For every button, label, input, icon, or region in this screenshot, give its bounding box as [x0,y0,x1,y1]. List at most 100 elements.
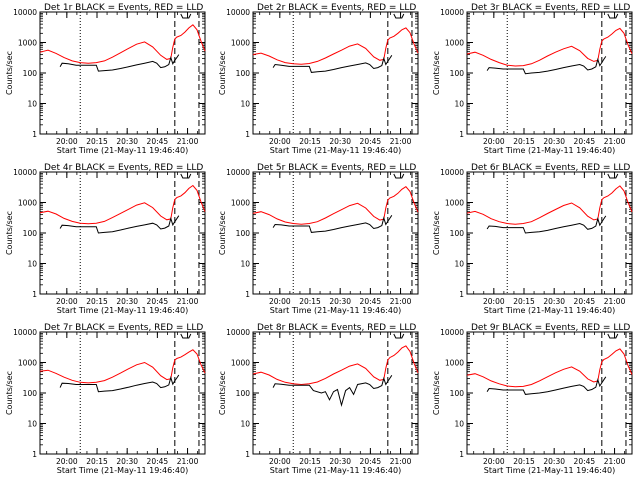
x-tick-label: 21:00 [604,457,626,466]
plot-frame [252,331,419,455]
x-tick-label: 20:30 [116,297,138,306]
x-tick-label: 20:30 [543,297,565,306]
y-tick-label: 100 [450,389,465,398]
y-tick-label: 1000 [18,199,37,208]
y-tick-label: 10 [454,100,464,109]
x-tick-label: 20:15 [86,297,108,306]
x-tick-label: 20:15 [86,137,108,146]
x-tick-label: 21:00 [177,297,199,306]
x-tick-label: 21:00 [177,457,199,466]
panel-title: Det 4r BLACK = Events, RED = LLD [44,163,203,173]
x-axis-label: Start Time (21-May-11 19:46:40) [270,146,401,155]
x-tick-label: 20:00 [56,297,78,306]
y-tick-label: 10 [454,260,464,269]
y-axis-label: Counts/sec [432,371,441,415]
series-line-lld [252,186,419,225]
y-tick-label: 10000 [226,328,250,337]
y-tick-label: 100 [23,389,38,398]
y-tick-label: 100 [23,69,38,78]
y-tick-label: 100 [450,69,465,78]
panel-det-7: Det 7r BLACK = Events, RED = LLD 1 10 100 10… [5,323,206,475]
y-tick-label: 1 [32,130,37,139]
series-line-lld [39,184,206,225]
y-axis-label: Counts/sec [218,51,227,95]
x-tick-label: 21:00 [604,137,626,146]
panel-det-9: Det 9r BLACK = Events, RED = LLD 1 10 100 10… [432,323,633,475]
x-axis-label: Start Time (21-May-11 19:46:40) [270,306,401,315]
x-tick-label: 20:15 [513,297,535,306]
y-axis-label: Counts/sec [5,51,14,95]
series-line-events [486,56,607,75]
x-tick-label: 20:30 [329,297,351,306]
x-tick-label: 20:00 [269,137,291,146]
x-tick-label: 20:30 [543,457,565,466]
series-line-events [59,374,180,393]
y-tick-label: 1 [245,450,250,459]
x-tick-label: 20:45 [574,457,596,466]
panel-det-3: Det 3r BLACK = Events, RED = LLD 1 10 100 10… [432,3,633,155]
panel-title: Det 7r BLACK = Events, RED = LLD [44,323,203,333]
y-tick-label: 10000 [440,8,464,17]
y-tick-label: 10 [240,100,250,109]
y-axis-label: Counts/sec [218,211,227,255]
y-tick-label: 1 [459,130,464,139]
y-tick-label: 1000 [231,39,250,48]
y-tick-label: 1000 [445,199,464,208]
panel-det-4: Det 4r BLACK = Events, RED = LLD 1 10 100 10… [5,163,206,315]
panel-det-1: Det 1r BLACK = Events, RED = LLD 1 10 100 10… [5,3,206,155]
series-line-events [486,376,607,395]
interval-bracket-marker [180,173,192,179]
series-line-lld [252,345,419,386]
x-tick-label: 20:45 [147,297,169,306]
y-tick-label: 10000 [13,168,37,177]
x-tick-label: 20:15 [86,457,108,466]
x-tick-label: 21:00 [390,457,412,466]
x-tick-label: 20:45 [360,457,382,466]
series-line-lld [466,27,633,67]
y-tick-label: 1 [32,290,37,299]
x-tick-label: 20:00 [483,137,505,146]
y-tick-label: 1 [245,130,250,139]
panel-title: Det 9r BLACK = Events, RED = LLD [471,323,630,333]
y-tick-label: 1000 [231,199,250,208]
x-tick-label: 20:15 [299,457,321,466]
x-axis-label: Start Time (21-May-11 19:46:40) [57,146,188,155]
series-line-lld [39,349,206,384]
plot-frame [39,11,206,135]
x-tick-label: 20:45 [147,457,169,466]
x-tick-label: 20:15 [299,137,321,146]
x-tick-label: 21:00 [390,137,412,146]
y-tick-label: 1 [459,450,464,459]
y-tick-label: 100 [23,229,38,238]
y-tick-label: 10 [27,420,37,429]
x-tick-label: 20:00 [56,457,78,466]
x-tick-label: 20:00 [56,137,78,146]
y-tick-label: 1000 [445,39,464,48]
panel-title: Det 8r BLACK = Events, RED = LLD [257,323,416,333]
x-tick-label: 20:45 [360,137,382,146]
panel-title: Det 5r BLACK = Events, RED = LLD [257,163,416,173]
series-line-events [272,215,393,233]
panel-title: Det 2r BLACK = Events, RED = LLD [257,3,416,13]
series-line-events [486,215,607,234]
y-axis-label: Counts/sec [5,211,14,255]
series-line-events [272,375,393,408]
y-axis-label: Counts/sec [5,371,14,415]
series-line-lld [39,24,206,64]
interval-bracket-marker [180,333,192,339]
x-tick-label: 20:30 [116,137,138,146]
x-tick-label: 20:15 [513,457,535,466]
interval-bracket-marker [393,173,405,179]
series-line-events [59,215,180,234]
x-tick-label: 20:00 [483,457,505,466]
y-tick-label: 10000 [13,8,37,17]
x-tick-label: 20:45 [574,137,596,146]
plot-frame [252,171,419,295]
x-axis-label: Start Time (21-May-11 19:46:40) [484,306,615,315]
y-tick-label: 1000 [18,39,37,48]
y-tick-label: 100 [236,69,251,78]
y-tick-label: 1 [245,290,250,299]
x-tick-label: 20:00 [483,297,505,306]
x-tick-label: 20:45 [360,297,382,306]
